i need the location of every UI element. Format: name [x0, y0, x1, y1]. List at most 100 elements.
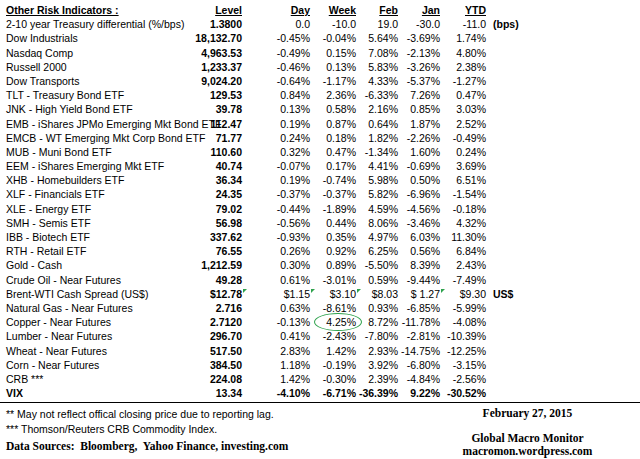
cell-week: -0.04% [310, 31, 356, 45]
cell-ytd: -11.0 [440, 17, 486, 31]
table-row: VIX 13.34 -4.10% -6.71% -36.39% 9.22% -3… [6, 386, 636, 400]
row-label: CRB *** [6, 372, 188, 386]
cell-level: 39.78 [188, 102, 242, 116]
cell-ytd: 2.38% [440, 60, 486, 74]
cell-feb: 4.41% [356, 159, 398, 173]
table-row: Natural Gas - Near Futures 2.716 0.63% -… [6, 301, 636, 315]
footer-right: February 27, 2015 Global Macro Monitor m… [440, 407, 615, 457]
cell-jan: -11.78% [398, 315, 440, 329]
cell-jan: 0.50% [398, 173, 440, 187]
cell-week: -0.30% [310, 372, 356, 386]
brand-name: Global Macro Monitor [440, 432, 615, 444]
cell-jan: 9.22% [398, 386, 440, 400]
cell-day: 0.24% [242, 131, 310, 145]
cell-feb: 0.64% [356, 117, 398, 131]
table-row: Gold - Cash 1,212.59 0.30% 0.89% -5.50% … [6, 258, 636, 272]
cell-week: 0.17% [310, 159, 356, 173]
cell-week: -1.89% [310, 202, 356, 216]
cell-jan: -2.13% [398, 46, 440, 60]
risk-indicators-sheet: Other Risk Indicators : Level Day Week F… [0, 0, 640, 459]
cell-day: -0.56% [242, 216, 310, 230]
cell-level: $12.78 [188, 287, 242, 301]
cell-feb: 8.06% [356, 216, 398, 230]
cell-jan: 0.85% [398, 102, 440, 116]
table-row: Corn - Near Futures 384.50 1.18% -0.19% … [6, 358, 636, 372]
cell-ytd: 0.47% [440, 88, 486, 102]
cell-jan: -4.84% [398, 372, 440, 386]
cell-level: 18,132.70 [188, 31, 242, 45]
row-label: IBB - Biotech ETF [6, 230, 188, 244]
cell-day: 0.32% [242, 145, 310, 159]
cell-feb: 19.0 [356, 17, 398, 31]
row-label: MUB - Muni Bond ETF [6, 145, 188, 159]
cell-ytd: -1.27% [440, 74, 486, 88]
cell-feb: 0.59% [356, 273, 398, 287]
cell-week: 0.89% [310, 258, 356, 272]
cell-ytd: -1.54% [440, 187, 486, 201]
row-label: JNK - High Yield Bond ETF [6, 102, 188, 116]
cell-ytd: -30.52% [440, 386, 486, 400]
divider-line [0, 402, 640, 403]
table-row: XHB - Homebuilders ETF 36.34 0.19% -0.74… [6, 173, 636, 187]
cell-level: 56.98 [188, 216, 242, 230]
cell-level: 76.55 [188, 244, 242, 258]
cell-level: 40.74 [188, 159, 242, 173]
row-label: Dow Transports [6, 74, 188, 88]
row-label: Corn - Near Futures [6, 358, 188, 372]
cell-week: 0.15% [310, 46, 356, 60]
cell-jan: -14.75% [398, 344, 440, 358]
cell-ytd: 1.74% [440, 31, 486, 45]
table-row: Crude Oil - Near Futures 49.28 0.61% -3.… [6, 273, 636, 287]
col-header-week: Week [329, 4, 356, 16]
table-title: Other Risk Indicators : [6, 4, 119, 16]
risk-indicators-table: Other Risk Indicators : Level Day Week F… [6, 3, 636, 400]
row-label: Natural Gas - Near Futures [6, 301, 188, 315]
cell-jan: 6.03% [398, 230, 440, 244]
col-header-day: Day [291, 4, 310, 16]
cell-ytd: -0.18% [440, 202, 486, 216]
cell-day: 0.19% [242, 117, 310, 131]
cell-level: 4,963.53 [188, 46, 242, 60]
cell-note: (bps) [486, 17, 576, 31]
table-row: Brent-WTI Cash Spread (US$) $12.78 $1.15… [6, 287, 636, 301]
cell-ytd: -5.99% [440, 301, 486, 315]
cell-ytd: -0.49% [440, 131, 486, 145]
cell-week: -1.17% [310, 74, 356, 88]
cell-day: -4.10% [242, 386, 310, 400]
table-body: 2-10 year Treasury differential (%/bps) … [6, 17, 636, 400]
row-label: EMB - iShares JPMo Emerging Mkt Bond ETF [6, 117, 188, 131]
row-label: Russell 2000 [6, 60, 188, 74]
cell-day: 0.19% [242, 173, 310, 187]
cell-feb: 4.33% [356, 74, 398, 88]
cell-level: 1,212.59 [188, 258, 242, 272]
cell-feb: -1.34% [356, 145, 398, 159]
table-row: XLF - Financials ETF 24.35 -0.37% -0.37%… [6, 187, 636, 201]
report-date: February 27, 2015 [440, 407, 615, 419]
table-row: Copper - Near Futures 2.7120 -0.13% 4.25… [6, 315, 636, 329]
cell-ytd: 4.32% [440, 216, 486, 230]
cell-week: 2.36% [310, 88, 356, 102]
table-row: Lumber - Near Futures 296.70 0.41% -2.43… [6, 329, 636, 343]
cell-feb: -7.80% [356, 329, 398, 343]
footnote-crb-index: *** Thomson/Reuters CRB Commodity Index. [6, 422, 288, 437]
cell-level: 1,233.37 [188, 60, 242, 74]
cell-jan: -3.46% [398, 216, 440, 230]
cell-ytd: 2.43% [440, 258, 486, 272]
cell-jan: 0.56% [398, 244, 440, 258]
cell-feb: 2.39% [356, 372, 398, 386]
cell-ytd: -2.56% [440, 372, 486, 386]
cell-feb: 6.25% [356, 244, 398, 258]
cell-ytd: -3.15% [440, 358, 486, 372]
row-label: RTH - Retail ETF [6, 244, 188, 258]
cell-level: 296.70 [188, 329, 242, 343]
table-row: IBB - Biotech ETF 337.62 -0.93% 0.35% 4.… [6, 230, 636, 244]
row-label: Gold - Cash [6, 258, 188, 272]
cell-day: 0.84% [242, 88, 310, 102]
cell-week: -0.74% [310, 173, 356, 187]
cell-ytd: 6.51% [440, 173, 486, 187]
cell-day: 0.30% [242, 258, 310, 272]
cell-jan: -3.69% [398, 31, 440, 45]
cell-day: -0.13% [242, 315, 310, 329]
cell-week: -10.0 [310, 17, 356, 31]
cell-week: 1.42% [310, 344, 356, 358]
